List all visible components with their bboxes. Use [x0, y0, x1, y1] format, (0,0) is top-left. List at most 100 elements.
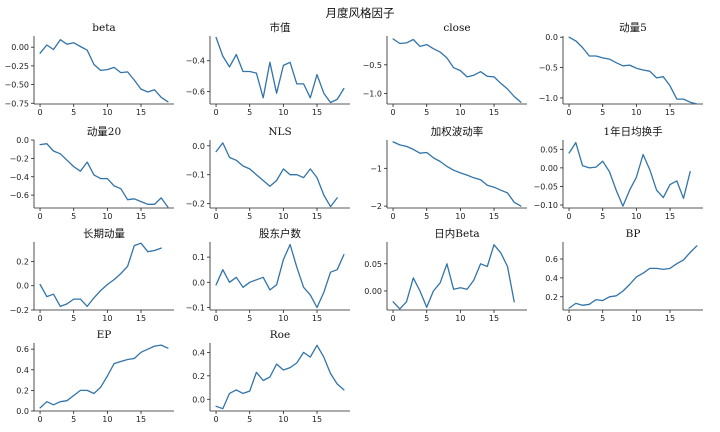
- x-tick-label: 5: [71, 415, 76, 424]
- x-tick-label: 10: [631, 314, 641, 323]
- x-tick-label: 10: [102, 415, 112, 424]
- subplot-11: 日内Beta 0.00 0.05 0 5 10 15: [364, 227, 527, 323]
- x-tick-label: 10: [631, 108, 641, 117]
- subplot-title: beta: [92, 22, 115, 34]
- series-line: [215, 344, 345, 410]
- x-tick-label: 0: [567, 108, 572, 117]
- series-line: [215, 142, 338, 208]
- x-tick-label: 0: [214, 314, 219, 323]
- x-tick-label: 15: [312, 314, 322, 323]
- subplot-title: EP: [97, 329, 112, 341]
- x-tick-label: 15: [489, 108, 499, 117]
- subplot-2: 市值 −0.6 −0.4 0 5 10 15: [186, 21, 350, 117]
- y-tick-label: −0.10: [533, 201, 558, 210]
- series-line: [215, 36, 345, 104]
- y-tick-label: 0.2: [16, 386, 29, 395]
- x-tick-label: 0: [391, 108, 396, 117]
- subplot-14: Roe 0.0 0.2 0.4 0 5 10 15: [192, 329, 350, 424]
- x-tick-label: 10: [455, 212, 465, 221]
- y-tick-label: −0.50: [4, 81, 29, 90]
- x-tick-label: 0: [391, 314, 396, 323]
- subplot-title: 动量5: [619, 22, 647, 34]
- x-tick-label: 0: [567, 314, 572, 323]
- figure-title: 月度风格因子: [325, 6, 395, 20]
- x-tick-label: 5: [247, 212, 252, 221]
- x-tick-label: 10: [102, 314, 112, 323]
- x-tick-label: 5: [71, 314, 76, 323]
- y-tick-label: −0.05: [533, 182, 558, 191]
- x-tick-label: 15: [136, 212, 146, 221]
- y-tick-label: −0.4: [10, 173, 29, 182]
- y-tick-label: −0.2: [10, 306, 29, 315]
- x-tick-label: 0: [38, 108, 43, 117]
- series-line: [568, 245, 698, 309]
- subplot-10: 股东户数 −0.1 0.0 0.1 0 5 10 15: [186, 227, 350, 323]
- subplot-title: 1年日均换手: [603, 125, 662, 138]
- x-tick-label: 10: [631, 212, 641, 221]
- subplot-5: 动量20 −0.6 −0.4 −0.2 0.0 0 5 10 15: [10, 126, 174, 221]
- series-line: [39, 344, 169, 409]
- y-tick-label: −0.75: [4, 99, 29, 108]
- x-tick-label: 10: [102, 108, 112, 117]
- y-tick-label: −0.5: [539, 64, 558, 73]
- y-tick-label: 0.0: [192, 395, 205, 404]
- x-tick-label: 10: [455, 108, 465, 117]
- x-tick-label: 0: [38, 415, 43, 424]
- subplot-title: BP: [626, 228, 641, 240]
- x-tick-label: 5: [600, 108, 605, 117]
- y-tick-label: 0.1: [192, 253, 205, 262]
- y-tick-label: −0.1: [186, 303, 205, 312]
- y-tick-label: 0.0: [16, 407, 29, 416]
- y-tick-label: 0.4: [192, 348, 205, 357]
- y-tick-label: −1.0: [539, 94, 558, 103]
- x-tick-label: 15: [665, 314, 675, 323]
- y-tick-label: 0.0: [192, 278, 205, 287]
- series-line: [392, 141, 522, 207]
- x-tick-label: 0: [214, 212, 219, 221]
- subplot-title: Roe: [270, 329, 290, 341]
- x-tick-label: 15: [665, 108, 675, 117]
- x-tick-label: 0: [214, 108, 219, 117]
- series-line: [392, 38, 522, 103]
- y-tick-label: −0.1: [186, 171, 205, 180]
- x-tick-label: 5: [247, 108, 252, 117]
- x-tick-label: 15: [665, 212, 675, 221]
- y-tick-label: −0.2: [10, 154, 29, 163]
- subplot-title: NLS: [268, 126, 291, 138]
- x-tick-label: 5: [600, 212, 605, 221]
- x-tick-label: 0: [38, 314, 43, 323]
- series-line: [568, 36, 698, 105]
- x-tick-label: 15: [312, 415, 322, 424]
- series-line: [39, 143, 169, 208]
- x-tick-label: 15: [312, 212, 322, 221]
- subplot-12: BP 0.2 0.4 0.6 0 5 10 15: [545, 228, 703, 323]
- x-tick-label: 0: [391, 212, 396, 221]
- x-tick-label: 5: [71, 212, 76, 221]
- x-tick-label: 5: [247, 415, 252, 424]
- y-tick-label: 0.2: [192, 372, 205, 381]
- x-tick-label: 10: [455, 314, 465, 323]
- x-tick-label: 10: [102, 212, 112, 221]
- x-tick-label: 5: [247, 314, 252, 323]
- subplot-title: 加权波动率: [431, 125, 484, 138]
- y-tick-label: 0.2: [16, 257, 29, 266]
- y-tick-label: 0.0: [16, 282, 29, 291]
- subplot-title: 股东户数: [259, 227, 301, 240]
- y-tick-label: 0.4: [545, 274, 558, 283]
- series-line: [392, 244, 515, 310]
- y-tick-label: −0.2: [186, 200, 205, 209]
- x-tick-label: 15: [489, 212, 499, 221]
- x-tick-label: 5: [600, 314, 605, 323]
- series-line: [568, 141, 691, 207]
- y-tick-label: 0.00: [540, 164, 558, 173]
- subplot-9: 长期动量 −0.2 0.0 0.2 0 5 10 15: [10, 228, 174, 323]
- y-tick-label: 0.6: [16, 345, 29, 354]
- series-line: [39, 39, 169, 103]
- subplot-title: 长期动量: [83, 228, 125, 240]
- y-tick-label: 0.0: [192, 142, 205, 151]
- x-tick-label: 10: [278, 108, 288, 117]
- subplot-title: close: [443, 22, 470, 34]
- subplot-title: 日内Beta: [434, 227, 479, 240]
- y-tick-label: 0.05: [364, 260, 382, 269]
